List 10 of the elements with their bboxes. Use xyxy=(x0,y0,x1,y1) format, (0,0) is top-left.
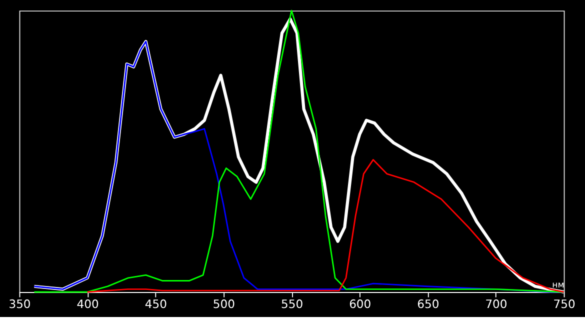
x-tick-label: 750 xyxy=(553,296,576,311)
x-tick-label: 600 xyxy=(349,296,372,311)
x-tick-label: 650 xyxy=(417,296,440,311)
x-tick-label: 550 xyxy=(280,296,304,311)
x-tick-label: 450 xyxy=(144,296,167,311)
x-tick-label: 350 xyxy=(8,296,31,311)
x-tick-label: 500 xyxy=(212,296,235,311)
x-tick-label: 400 xyxy=(76,296,99,311)
x-axis-title: нм xyxy=(552,280,564,291)
x-tick-label: 700 xyxy=(485,296,508,311)
